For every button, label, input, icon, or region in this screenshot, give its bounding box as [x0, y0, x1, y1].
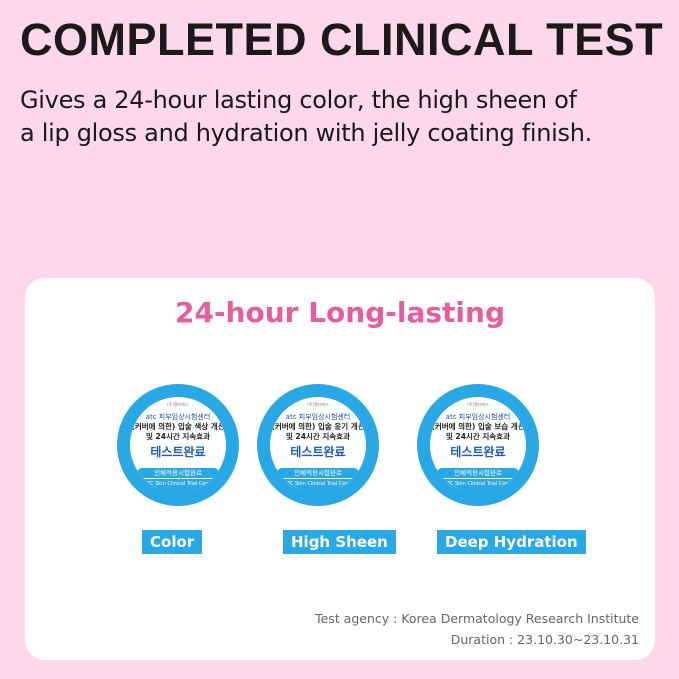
badge-small-text: (주)엘티에스	[467, 402, 489, 407]
badge-org: atc 피부임상시험센터	[445, 413, 511, 421]
card-title: 24-hour Long-lasting	[174, 296, 506, 329]
certification-badge: (주)엘티에스 atc 피부임상시험센터 (커버에 의한) 입술 색상 개선 및…	[117, 384, 239, 506]
badge-line: 및 24시간 지속효과	[446, 432, 510, 441]
badge-label: High Sheen	[283, 530, 396, 554]
subtitle-line: a lip gloss and hydration with jelly coa…	[20, 119, 592, 147]
badge-bottom-text: OATC Skin Clinical Trial Center	[270, 479, 366, 493]
badge-org: atc 피부임상시험센터	[145, 413, 211, 421]
badge-label: Deep Hydration	[437, 530, 586, 554]
badge-status: 테스트완료	[290, 445, 346, 459]
badge-status: 테스트완료	[150, 445, 206, 459]
badge-org: atc 피부임상시험센터	[285, 413, 351, 421]
badge-pill: 인체적용시험완료	[436, 467, 520, 479]
subtitle-line: Gives a 24-hour lasting color, the high …	[20, 86, 577, 114]
badge-bottom-text: OATC Skin Clinical Trial Center	[430, 479, 526, 493]
badge-pill: 인체적용시험완료	[136, 467, 220, 479]
badge-small-text: (주)엘티에스	[167, 402, 189, 407]
badge-small-text: (주)엘티에스	[307, 402, 329, 407]
page-title: COMPLETED CLINICAL TEST	[20, 14, 664, 65]
test-duration: Duration : 23.10.30~23.10.31	[450, 632, 639, 647]
test-card: 24-hour Long-lasting (주)엘티에스 atc 피부임상시험센…	[25, 278, 655, 660]
badge-line: (커버에 의한) 입술 색상 개선	[131, 422, 225, 431]
badge-line: 및 24시간 지속효과	[146, 432, 210, 441]
badge-label: Color	[142, 530, 203, 554]
badge-line: (커버에 의한) 입술 보습 개선	[431, 422, 525, 431]
badge-line: 및 24시간 지속효과	[286, 432, 350, 441]
page-subtitle: Gives a 24-hour lasting color, the high …	[20, 84, 592, 150]
certification-badge: (주)엘티에스 atc 피부임상시험센터 (커버에 의한) 입술 윤기 개선 및…	[257, 384, 379, 506]
badge-line: (커버에 의한) 입술 윤기 개선	[271, 422, 365, 431]
badge-pill: 인체적용시험완료	[276, 467, 360, 479]
badge-status: 테스트완료	[450, 445, 506, 459]
test-agency: Test agency : Korea Dermatology Research…	[315, 611, 639, 626]
test-info: Test agency : Korea Dermatology Research…	[315, 608, 639, 650]
certification-badge: (주)엘티에스 atc 피부임상시험센터 (커버에 의한) 입술 보습 개선 및…	[417, 384, 539, 506]
badge-bottom-text: OATC Skin Clinical Trial Center	[130, 479, 226, 493]
